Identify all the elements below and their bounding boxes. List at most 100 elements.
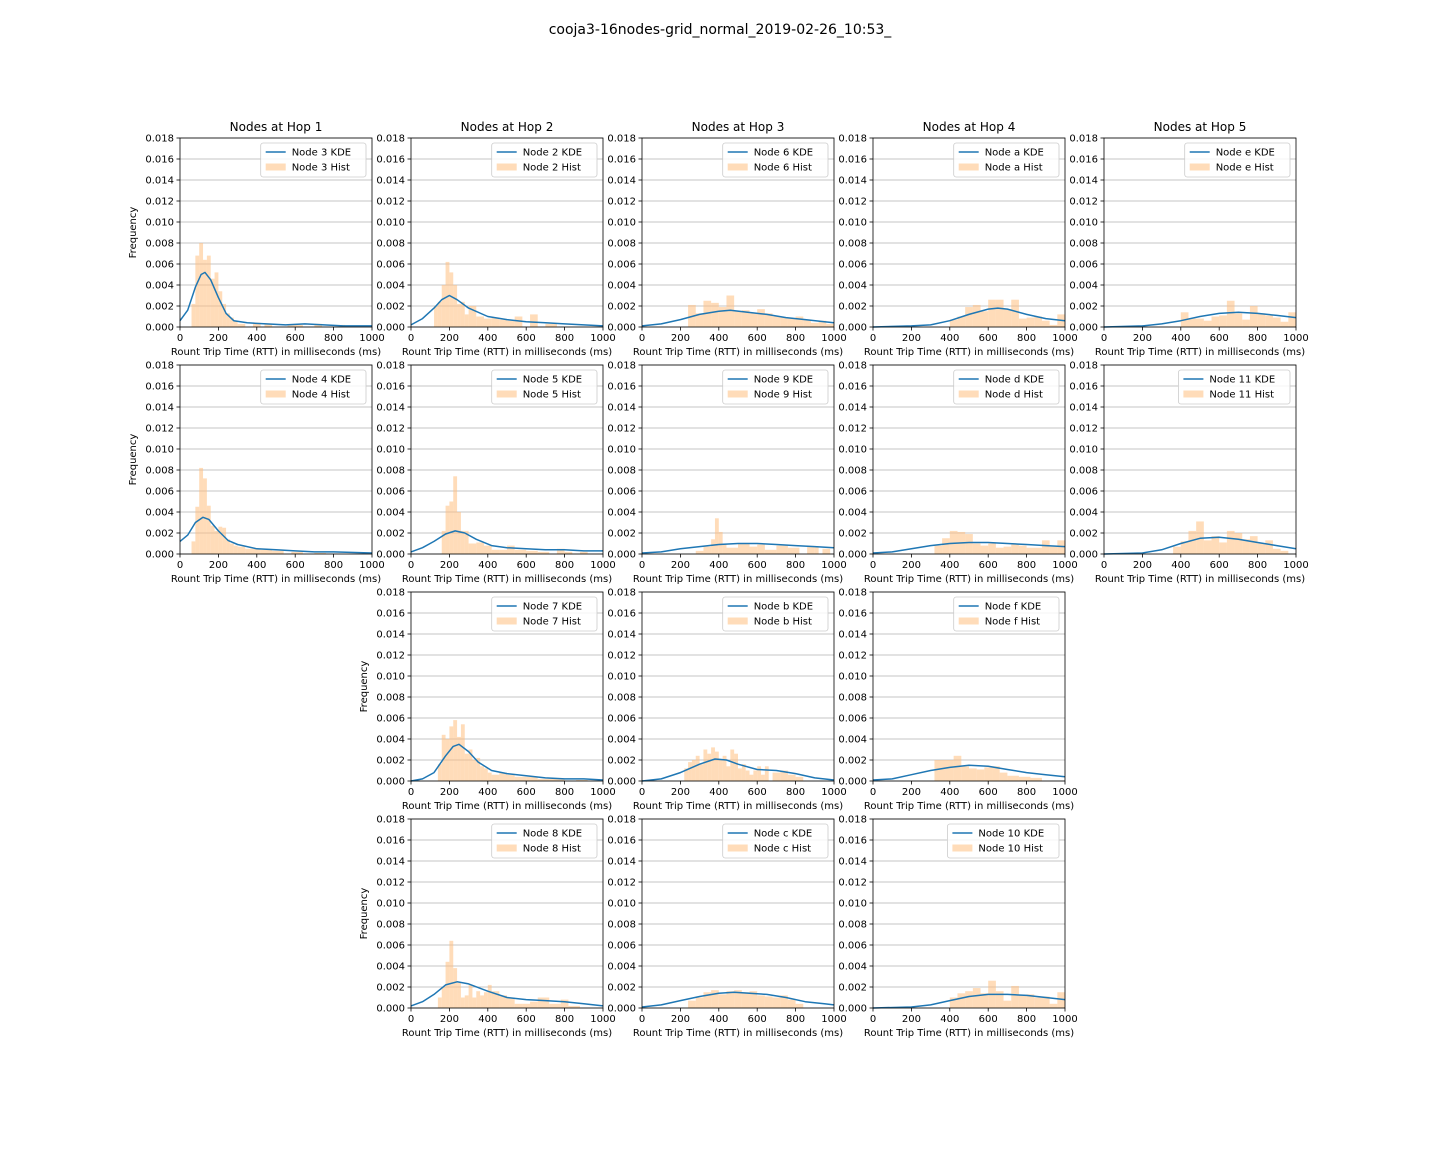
figure-title: cooja3-16nodes-grid_normal_2019-02-26_10…: [549, 22, 893, 38]
hist-bar: [199, 243, 204, 327]
y-tick-label: 0.002: [607, 983, 636, 994]
hist-bar: [688, 1000, 696, 1008]
panel-node-8: 0.000 0.002 0.004 0.006 0.008 0.010 0.012 0.014…: [359, 815, 616, 1040]
x-tick-label: 800: [555, 787, 574, 798]
hist-bar: [822, 548, 831, 554]
y-tick-label: 0.014: [145, 176, 174, 187]
panel-node-e: 0.000 0.002 0.004 0.006 0.008 0.010 0.012 0.014…: [1069, 120, 1308, 358]
legend-hist-label: Node a Hist: [985, 163, 1043, 174]
y-tick-label: 0.004: [376, 962, 405, 973]
hist-bar: [195, 506, 200, 554]
hist-bar: [514, 549, 527, 554]
y-tick-label: 0.000: [607, 323, 636, 334]
y-tick-label: 0.012: [145, 424, 174, 435]
hist-bar: [218, 526, 223, 554]
kde-line: [872, 764, 1066, 781]
hist-bar: [468, 543, 477, 554]
hist-bar: [703, 546, 712, 554]
y-tick-label: 0.004: [376, 735, 405, 746]
panel-title: Nodes at Hop 4: [923, 120, 1016, 134]
x-tick-label: 200: [902, 787, 921, 798]
hist-bar: [969, 768, 977, 781]
hist-bar: [1173, 546, 1181, 554]
x-tick-label: 200: [440, 333, 459, 344]
x-tick-label: 800: [786, 787, 805, 798]
hist-bar: [445, 739, 450, 781]
x-tick-label: 600: [517, 1014, 536, 1025]
hist-bar: [764, 313, 773, 327]
hist-bar: [564, 551, 573, 554]
legend-hist-label: Node e Hist: [1216, 163, 1274, 174]
x-tick-label: 600: [748, 787, 767, 798]
y-tick-label: 0.004: [607, 962, 636, 973]
y-tick-label: 0.018: [376, 815, 405, 826]
hist-bar: [226, 539, 230, 554]
hist-bar: [1026, 994, 1035, 1008]
x-axis-label: Rount Trip Time (RTT) in milliseconds (m…: [402, 574, 612, 585]
hist-bar: [1003, 309, 1012, 327]
panel-node-7: 0.000 0.002 0.004 0.006 0.008 0.010 0.012 0.014…: [359, 588, 616, 813]
kde-line: [410, 530, 603, 553]
y-tick-label: 0.014: [607, 857, 636, 868]
kde-line: [872, 993, 1066, 1009]
y-tick-label: 0.012: [838, 424, 867, 435]
axes-frame: [410, 364, 604, 555]
x-tick-label: 400: [478, 333, 497, 344]
hist-bar: [992, 766, 1000, 781]
x-tick-label: 800: [786, 333, 805, 344]
hist-bar: [803, 319, 811, 327]
y-tick-label: 0.010: [1069, 445, 1098, 456]
x-tick-label: 600: [979, 1014, 998, 1025]
y-tick-label: 0.014: [838, 403, 867, 414]
hist-bar: [522, 1003, 531, 1008]
hist-bar: [499, 549, 507, 554]
x-tick-label: 1000: [590, 1014, 615, 1025]
axes-frame: [872, 818, 1066, 1009]
hist-bar: [695, 313, 704, 327]
hist-bar: [545, 323, 557, 327]
hist-bar: [526, 550, 538, 554]
hist-bar: [472, 760, 477, 781]
hist-bar: [1272, 548, 1281, 554]
y-tick-label: 0.018: [1069, 134, 1098, 145]
legend: Node f KDE Node f Hist: [953, 596, 1060, 632]
hist-bar: [722, 755, 727, 781]
x-tick-label: 400: [478, 787, 497, 798]
legend-hist-label: Node 4 Hist: [292, 390, 350, 401]
x-tick-label: 800: [324, 333, 343, 344]
hist-bar: [995, 299, 1004, 327]
hist-bar: [568, 1005, 580, 1008]
hist-bar: [537, 778, 550, 781]
hist-bar: [814, 546, 819, 554]
axes-frame: [1103, 137, 1297, 328]
hist-bar: [695, 755, 700, 781]
y-tick-label: 0.010: [145, 218, 174, 229]
y-tick-label: 0.012: [1069, 197, 1098, 208]
y-tick-label: 0.006: [607, 714, 636, 725]
y-tick-label: 0.014: [376, 403, 405, 414]
legend: Node 6 KDE Node 6 Hist: [722, 142, 829, 178]
y-tick-label: 0.004: [838, 735, 867, 746]
y-tick-label: 0.006: [838, 941, 867, 952]
hist-bar: [703, 749, 708, 781]
hist-bar: [437, 301, 442, 327]
y-tick-label: 0.002: [607, 529, 636, 540]
hist-bar: [699, 764, 704, 781]
legend-hist-label: Node f Hist: [985, 617, 1040, 628]
x-tick-label: 800: [1017, 560, 1036, 571]
x-tick-label: 1000: [1052, 333, 1077, 344]
hist-bar: [237, 323, 246, 327]
x-tick-label: 800: [1248, 333, 1267, 344]
legend-hist-swatch: [496, 617, 517, 625]
panel-node-f: 0.000 0.002 0.004 0.006 0.008 0.010 0.012 0.014…: [838, 588, 1077, 813]
hist-bar: [514, 776, 527, 781]
x-tick-label: 600: [979, 333, 998, 344]
y-tick-label: 0.004: [838, 962, 867, 973]
y-tick-label: 0.002: [376, 756, 405, 767]
y-tick-label: 0.008: [607, 920, 636, 931]
hist-bar: [210, 278, 215, 327]
axes-frame: [872, 364, 1066, 555]
x-axis-label: Rount Trip Time (RTT) in milliseconds (m…: [171, 347, 381, 358]
hist-bar: [576, 779, 588, 781]
y-tick-label: 0.008: [607, 466, 636, 477]
